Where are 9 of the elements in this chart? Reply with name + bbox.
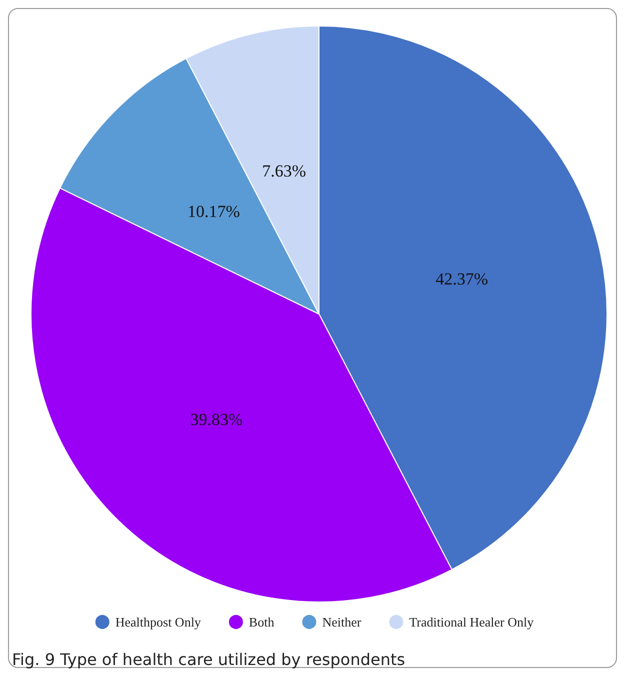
legend-label: Healthpost Only — [115, 614, 202, 630]
data-label: 10.17% — [187, 202, 240, 221]
legend-label: Both — [248, 614, 275, 630]
data-label: 7.63% — [262, 162, 306, 181]
legend-label: Neither — [322, 614, 362, 630]
caption: Fig. 9 Type of health care utilized by respondents — [12, 650, 406, 669]
data-label: 42.37% — [436, 270, 488, 289]
data-label: 39.83% — [190, 410, 243, 429]
legend-label: Traditional Healer Only — [409, 614, 534, 630]
